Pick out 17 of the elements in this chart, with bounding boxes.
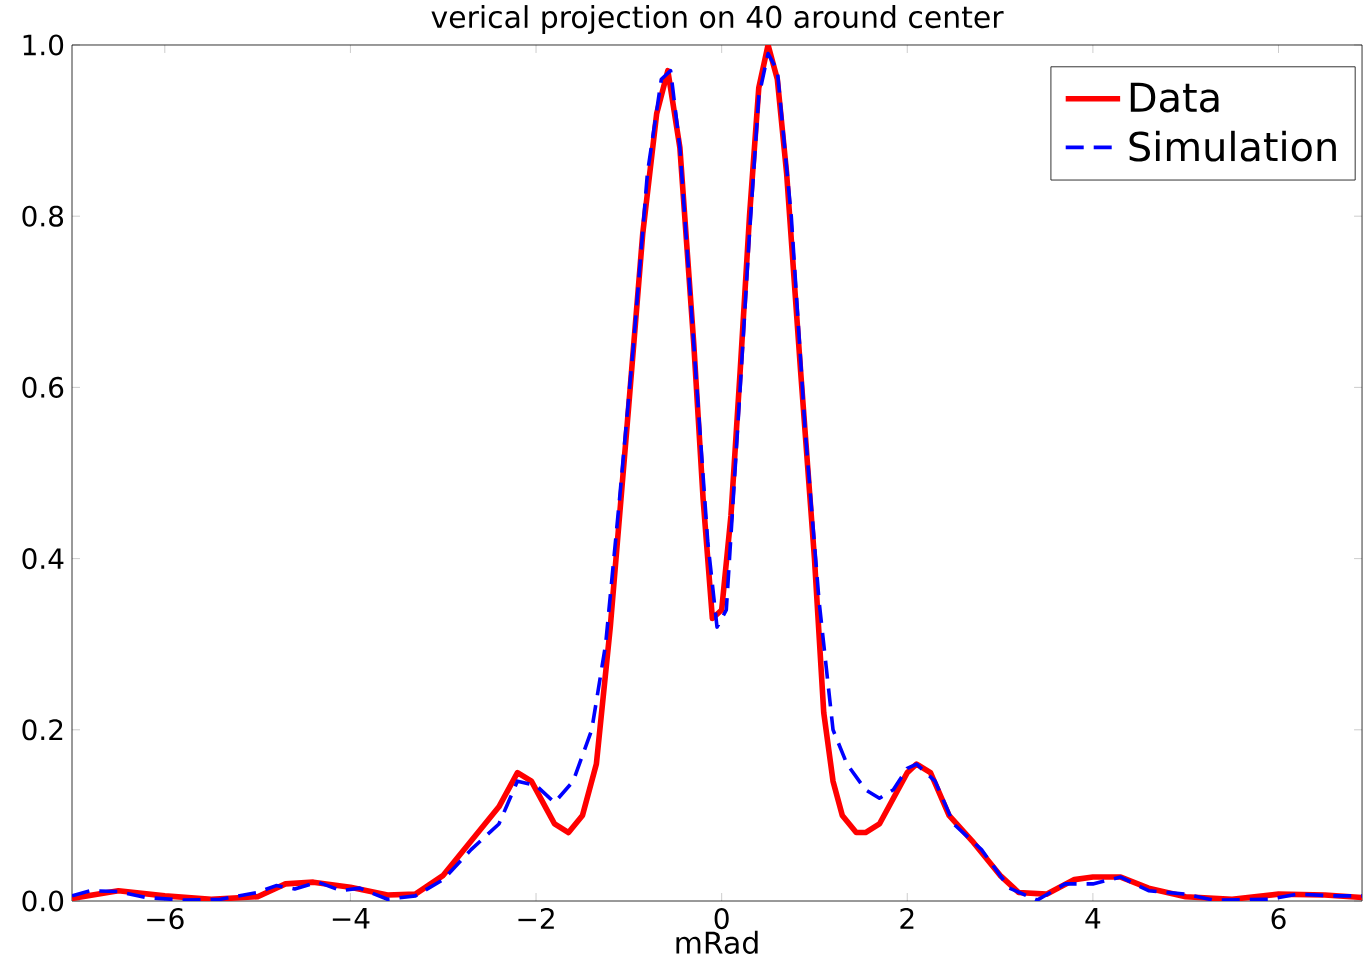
x-tick-label: 6 <box>1271 908 1286 930</box>
x-axis-title: mRad <box>676 930 758 954</box>
x-tick-label: −6 <box>147 908 184 930</box>
y-tick-label: 0.6 <box>22 376 64 398</box>
y-tick-label: 1.0 <box>23 34 64 56</box>
x-tick-label: −4 <box>332 908 370 929</box>
x-tick-label: 0 <box>714 908 729 930</box>
x-tick-label: 2 <box>900 908 914 929</box>
y-tick-label: 0.0 <box>22 890 64 912</box>
x-tick-label: 4 <box>1085 908 1101 929</box>
y-tick-label: 0.8 <box>22 205 64 227</box>
y-tick-label: 0.2 <box>22 719 63 741</box>
legend-label: Data <box>1130 82 1219 113</box>
x-tick-label: −2 <box>518 908 554 929</box>
y-tick-label: 0.4 <box>22 548 64 570</box>
chart-title: verical projection on 40 around center <box>431 5 1004 34</box>
legend-label: Simulation <box>1129 130 1336 162</box>
